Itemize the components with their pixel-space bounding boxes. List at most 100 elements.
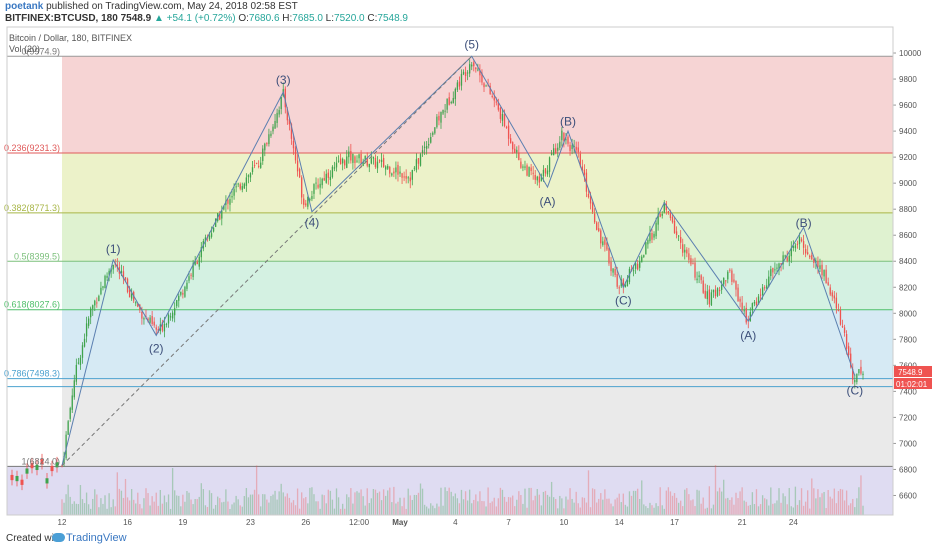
candle-body xyxy=(847,346,850,356)
volume-bar xyxy=(518,491,520,515)
ohlc-line: BITFINEX:BTCUSD, 180 7548.9 ▲ +54.1 (+0.… xyxy=(5,13,408,25)
candle-body xyxy=(376,161,379,169)
volume-bar xyxy=(135,503,137,515)
candle-body xyxy=(702,280,704,293)
candle-body xyxy=(790,248,792,257)
candle-body xyxy=(194,261,196,266)
candle-body xyxy=(454,88,456,100)
volume-bar xyxy=(157,505,159,515)
volume-bar xyxy=(436,503,438,515)
volume-bar xyxy=(434,508,436,515)
candle-body xyxy=(526,165,528,176)
candle-body xyxy=(720,284,723,290)
volume-bar xyxy=(686,488,688,515)
volume-bar xyxy=(577,503,579,515)
candle-body xyxy=(344,160,346,166)
volume-bar xyxy=(725,498,727,515)
volume-bar xyxy=(116,472,118,515)
candle-body xyxy=(341,158,344,164)
volume-bar xyxy=(200,483,202,515)
volume-bar xyxy=(133,499,135,515)
candle-body xyxy=(624,284,627,288)
tradingview-link[interactable]: TradingView xyxy=(66,532,127,544)
candle-body xyxy=(186,282,188,289)
volume-bar xyxy=(350,488,352,515)
candle-body xyxy=(444,110,446,112)
volume-bar xyxy=(497,498,500,515)
candle-body xyxy=(559,141,561,148)
volume-bar xyxy=(751,492,754,515)
candle-body xyxy=(786,257,788,261)
volume-bar xyxy=(339,508,342,515)
price-tick-label: 9000 xyxy=(899,179,917,188)
time-tick-label: 21 xyxy=(738,518,747,527)
candle-body xyxy=(161,322,164,331)
volume-bar xyxy=(85,492,88,515)
volume-bar xyxy=(81,499,84,515)
volume-bar xyxy=(341,503,344,515)
wave-label: (4) xyxy=(305,215,320,229)
volume-bar xyxy=(167,494,170,515)
volume-bar xyxy=(815,498,817,515)
volume-bar xyxy=(647,508,649,515)
volume-bar xyxy=(718,487,721,515)
volume-bar xyxy=(614,499,616,515)
candle-body xyxy=(780,263,782,265)
volume-bar xyxy=(333,508,336,515)
volume-bar xyxy=(360,489,362,515)
candle-body xyxy=(827,282,829,285)
volume-bar xyxy=(823,491,825,515)
volume-bar xyxy=(514,506,516,515)
volume-bar xyxy=(268,502,270,515)
volume-bar xyxy=(460,489,463,515)
volume-bar xyxy=(176,495,178,515)
volume-bar xyxy=(606,498,608,515)
volume-bar xyxy=(579,507,581,515)
candle-body xyxy=(270,133,272,136)
candle-body xyxy=(759,294,762,296)
candle-body xyxy=(770,269,772,277)
volume-bar xyxy=(481,501,483,515)
volume-bar xyxy=(690,500,692,515)
candle-body xyxy=(337,160,340,162)
price-axis[interactable] xyxy=(893,27,932,515)
volume-bar xyxy=(600,493,602,515)
volume-bar xyxy=(71,503,73,515)
candle-body xyxy=(696,278,698,281)
candle-body xyxy=(753,302,756,304)
time-tick-label: 26 xyxy=(301,518,310,527)
candle-body xyxy=(757,296,760,305)
volume-bar xyxy=(483,501,485,515)
candle-body xyxy=(677,235,680,237)
volume-bar xyxy=(391,502,393,515)
price-chart[interactable]: 0(9974.9) 0.236(9231.3) 0.382(8771.3) 0.5(8… xyxy=(0,0,932,530)
candle-body xyxy=(772,268,774,273)
candle-body xyxy=(505,126,508,128)
candle-body xyxy=(636,263,639,270)
volume-bar xyxy=(102,503,104,515)
candle-body xyxy=(483,83,485,88)
candle-body xyxy=(522,166,524,168)
candle-body xyxy=(669,213,672,219)
volume-bar xyxy=(258,494,260,515)
volume-bar xyxy=(92,498,94,515)
candle-body xyxy=(253,165,256,167)
volume-bar xyxy=(661,505,663,515)
candle-body xyxy=(428,144,430,146)
volume-bar xyxy=(128,500,131,515)
candle-body xyxy=(245,177,248,186)
price-tick-label: 7800 xyxy=(899,335,917,344)
author-link[interactable]: poetank xyxy=(5,1,44,12)
last-price-tag xyxy=(894,365,932,377)
candle-body xyxy=(854,379,856,383)
candle-body xyxy=(845,333,848,349)
candle-body xyxy=(604,239,606,245)
price-tick-label: 7000 xyxy=(899,439,917,448)
volume-bar xyxy=(399,497,401,515)
volume-bar xyxy=(491,501,493,515)
volume-bar xyxy=(440,487,442,515)
time-axis[interactable] xyxy=(7,515,893,529)
candle-body xyxy=(237,183,239,185)
candle-body xyxy=(458,81,461,87)
candle-body xyxy=(231,196,233,198)
